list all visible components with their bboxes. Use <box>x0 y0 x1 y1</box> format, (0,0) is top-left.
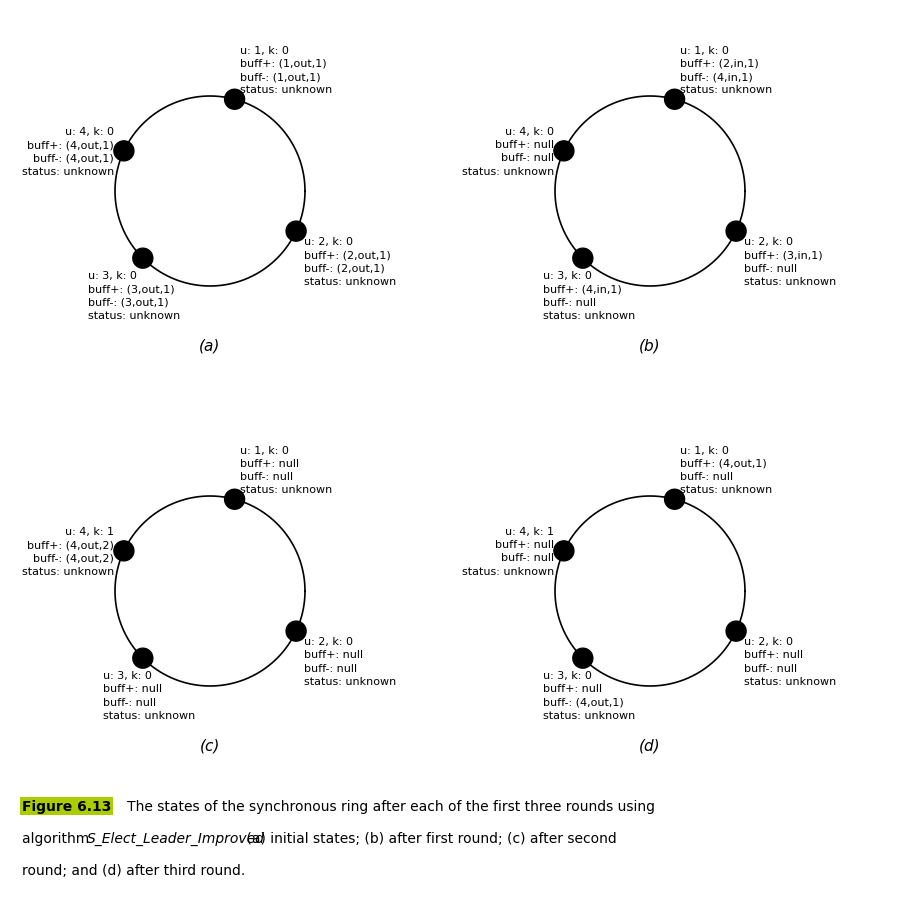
Text: (c): (c) <box>200 738 220 753</box>
Text: u: 3, k: 0
buff+: (3,out,1)
buff-: (3,out,1)
status: unknown: u: 3, k: 0 buff+: (3,out,1) buff-: (3,ou… <box>87 271 180 321</box>
Circle shape <box>133 249 152 269</box>
Text: algorithm: algorithm <box>22 831 94 845</box>
Circle shape <box>573 649 593 669</box>
Circle shape <box>225 90 244 110</box>
Text: u: 4, k: 1
buff+: (4,out,2)
buff-: (4,out,2)
status: unknown: u: 4, k: 1 buff+: (4,out,2) buff-: (4,ou… <box>22 527 114 576</box>
Circle shape <box>726 222 746 242</box>
Text: u: 3, k: 0
buff+: null
buff-: (4,out,1)
status: unknown: u: 3, k: 0 buff+: null buff-: (4,out,1) … <box>543 670 635 720</box>
Text: u: 4, k: 0
buff+: (4,out,1)
buff-: (4,out,1)
status: unknown: u: 4, k: 0 buff+: (4,out,1) buff-: (4,ou… <box>22 127 114 177</box>
Text: (b): (b) <box>640 339 661 353</box>
Text: u: 3, k: 0
buff+: null
buff-: null
status: unknown: u: 3, k: 0 buff+: null buff-: null statu… <box>103 670 195 720</box>
Text: The states of the synchronous ring after each of the first three rounds using: The states of the synchronous ring after… <box>114 799 655 814</box>
Text: u: 2, k: 0
buff+: (3,in,1)
buff-: null
status: unknown: u: 2, k: 0 buff+: (3,in,1) buff-: null s… <box>744 237 836 286</box>
Text: u: 2, k: 0
buff+: null
buff-: null
status: unknown: u: 2, k: 0 buff+: null buff-: null statu… <box>744 637 836 686</box>
Text: Figure 6.13: Figure 6.13 <box>22 799 111 814</box>
Text: u: 3, k: 0
buff+: (4,in,1)
buff-: null
status: unknown: u: 3, k: 0 buff+: (4,in,1) buff-: null s… <box>543 271 635 321</box>
Text: (a) initial states; (b) after first round; (c) after second: (a) initial states; (b) after first roun… <box>242 831 617 845</box>
Circle shape <box>554 142 574 161</box>
Circle shape <box>665 90 685 110</box>
Text: (a): (a) <box>199 339 221 353</box>
Text: round; and (d) after third round.: round; and (d) after third round. <box>22 863 245 877</box>
Text: (d): (d) <box>640 738 661 753</box>
Text: u: 4, k: 1
buff+: null
buff-: null
status: unknown: u: 4, k: 1 buff+: null buff-: null statu… <box>462 527 554 576</box>
Circle shape <box>554 541 574 561</box>
Text: S_Elect_Leader_Improved: S_Elect_Leader_Improved <box>87 831 265 845</box>
Text: u: 1, k: 0
buff+: (4,out,1)
buff-: null
status: unknown: u: 1, k: 0 buff+: (4,out,1) buff-: null … <box>679 445 772 495</box>
Circle shape <box>286 621 306 641</box>
Text: u: 1, k: 0
buff+: (1,out,1)
buff-: (1,out,1)
status: unknown: u: 1, k: 0 buff+: (1,out,1) buff-: (1,ou… <box>240 46 332 95</box>
Text: u: 2, k: 0
buff+: null
buff-: null
status: unknown: u: 2, k: 0 buff+: null buff-: null statu… <box>304 637 396 686</box>
Circle shape <box>225 490 244 509</box>
Circle shape <box>726 621 746 641</box>
Text: u: 2, k: 0
buff+: (2,out,1)
buff-: (2,out,1)
status: unknown: u: 2, k: 0 buff+: (2,out,1) buff-: (2,ou… <box>304 237 396 286</box>
Text: u: 4, k: 0
buff+: null
buff-: null
status: unknown: u: 4, k: 0 buff+: null buff-: null statu… <box>462 127 554 177</box>
Circle shape <box>133 649 152 669</box>
Circle shape <box>573 249 593 269</box>
Circle shape <box>665 490 685 509</box>
Circle shape <box>114 142 133 161</box>
Circle shape <box>114 541 133 561</box>
Circle shape <box>286 222 306 242</box>
Text: u: 1, k: 0
buff+: null
buff-: null
status: unknown: u: 1, k: 0 buff+: null buff-: null statu… <box>240 445 332 495</box>
Text: u: 1, k: 0
buff+: (2,in,1)
buff-: (4,in,1)
status: unknown: u: 1, k: 0 buff+: (2,in,1) buff-: (4,in,… <box>679 46 772 95</box>
